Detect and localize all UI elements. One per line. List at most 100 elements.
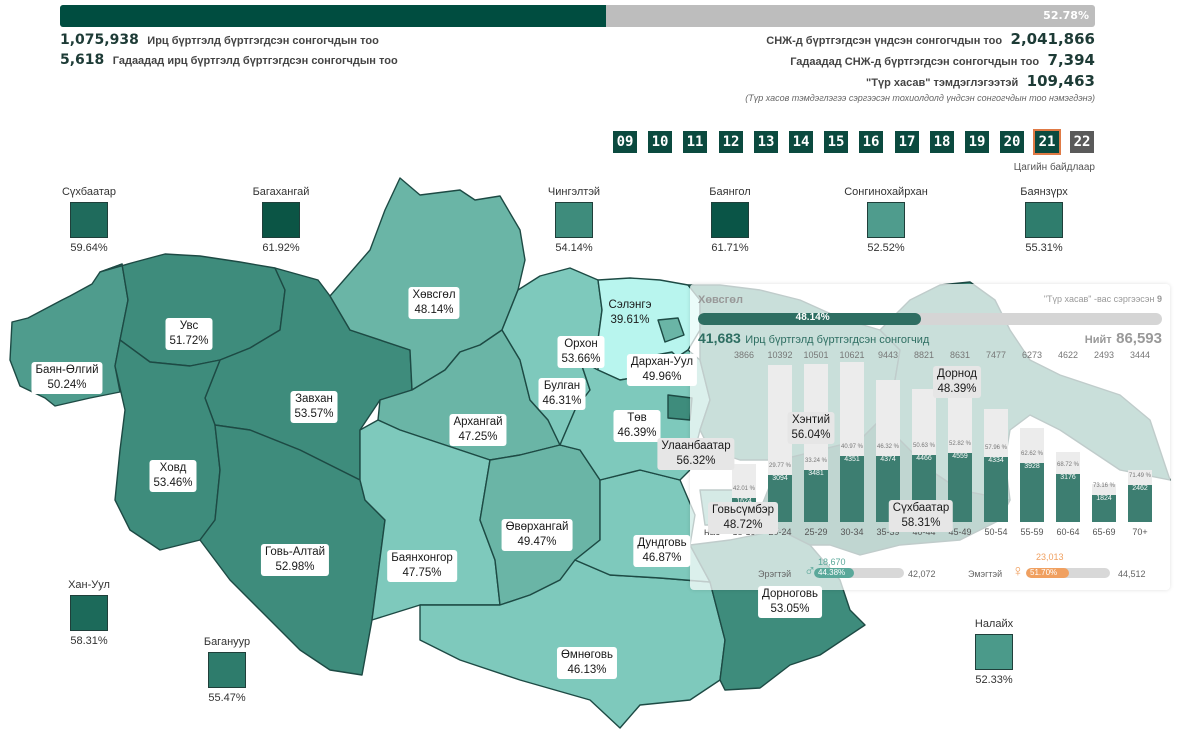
district-bayangol[interactable]: Баянгол 61.71% (690, 186, 770, 254)
district-bayanzurkh[interactable]: Баянзүрх 55.31% (1002, 186, 1086, 254)
hour-button-19[interactable]: 19 (965, 131, 989, 153)
hour-button-20[interactable]: 20 (1000, 131, 1024, 153)
region-ulaanbaatar[interactable] (667, 394, 693, 421)
district-songinokhairkhan[interactable]: Сонгинохайрхан 52.52% (828, 186, 944, 254)
aimag-label-tuv[interactable]: Төв 46.39% (613, 410, 661, 442)
age-bar-total-label: 10621 (839, 350, 865, 360)
footnote: (Түр хасов тэмдэглэгээ сэргээсэн тохиолд… (745, 93, 1095, 103)
hour-button-10[interactable]: 10 (648, 131, 672, 153)
aimag-label-selenge[interactable]: Сэлэнгэ 39.61% (608, 299, 652, 326)
male-icon: ♂ (804, 563, 816, 580)
aimag-label-uvs[interactable]: Увс 51.72% (165, 318, 213, 350)
age-bar-registered: 4334 (984, 456, 1008, 522)
stat-abroad-voters: Гадаадад СНЖ-д бүртгэгдсэн сонгогчдын то… (790, 51, 1095, 70)
stat-registered-value: 1,075,938 (60, 32, 139, 48)
age-bar-percent-label: 68.72 % (1056, 462, 1080, 469)
overall-progress-fill (60, 5, 607, 27)
age-bar-total-label: 10501 (803, 350, 829, 360)
aimag-label-khovd[interactable]: Ховд 53.46% (149, 460, 197, 492)
aimag-label-umnugovi[interactable]: Өмнөговь 46.13% (556, 647, 618, 679)
hour-button-16[interactable]: 16 (859, 131, 883, 153)
age-bar-registered: 3176 (1056, 474, 1080, 522)
hour-button-14[interactable]: 14 (789, 131, 813, 153)
aimag-label-zavkhan[interactable]: Завхан 53.57% (290, 391, 338, 423)
aimag-label-arkhangai[interactable]: Архангай 47.25% (449, 414, 507, 446)
aimag-label-ulaanbaatar[interactable]: Улаанбаатар 56.32% (657, 438, 735, 470)
age-group-label: 45-49 (948, 527, 972, 537)
aimag-label-dundgovi[interactable]: Дундговь 46.87% (633, 535, 691, 567)
hour-button-22[interactable]: 22 (1070, 131, 1094, 153)
district-songinokhairkhan-name: Сонгинохайрхан (844, 186, 928, 198)
district-baganuur-name: Багануур (203, 636, 251, 648)
district-bayangol-name: Баянгол (709, 186, 751, 198)
hour-button-11[interactable]: 11 (683, 131, 707, 153)
hour-button-09[interactable]: 09 (613, 131, 637, 153)
district-songinokhairkhan-pct: 52.52% (867, 242, 905, 254)
district-bagakhangai[interactable]: Багахангай 61.92% (238, 186, 324, 254)
district-baganuur[interactable]: Багануур 55.47% (188, 636, 266, 704)
popup-registered: 41,683 Ирц бүртгэлд бүртгэгдсэн сонгогчи… (698, 330, 929, 348)
district-bayangol-pct: 61.71% (711, 242, 749, 254)
age-bar-total-label: 9443 (877, 350, 899, 360)
age-bar-percent-label: 40.97 % (840, 444, 864, 451)
aimag-label-govisumber[interactable]: Говьсүмбэр 48.72% (708, 502, 778, 534)
aimag-label-bayankhongor[interactable]: Баянхонгор 47.75% (387, 550, 457, 582)
district-khan-uul[interactable]: Хан-Уул 58.31% (50, 579, 128, 647)
female-label: Эмэгтэй (968, 569, 1003, 579)
overall-progress-label: 52.78% (1043, 9, 1089, 22)
age-group-label: 55-59 (1020, 527, 1044, 537)
age-bar-registered: 2462 (1128, 484, 1152, 522)
popup-progress-bar (698, 313, 1162, 325)
male-bar-fill: 44.38% (814, 568, 854, 578)
aimag-label-dornogovi[interactable]: Дорноговь 53.05% (758, 586, 822, 618)
hour-button-18[interactable]: 18 (930, 131, 954, 153)
region-orkhon[interactable] (657, 317, 685, 343)
age-group-label: 20-24 (768, 527, 792, 537)
female-icon: ♀ (1012, 563, 1024, 580)
district-chingeltei-swatch (555, 202, 593, 238)
district-khan-uul-swatch (70, 595, 108, 631)
district-chingeltei-name: Чингэлтэй (547, 186, 601, 198)
aimag-label-uvurkhangai[interactable]: Өвөрхангай 49.47% (501, 519, 573, 551)
aimag-label-bayan-olgii[interactable]: Баян-Өлгий 50.24% (31, 362, 103, 394)
age-bar-total-label: 7477 (985, 350, 1007, 360)
age-bar-percent-label: 71.49 % (1128, 472, 1152, 479)
hour-button-21[interactable]: 21 (1033, 129, 1061, 155)
district-sukhbaatar[interactable]: Сүхбаатар 59.64% (50, 186, 128, 254)
stat-main-voters-label: СНЖ-д бүртгэгдсэн үндсэн сонгогчдын тоо (766, 35, 1003, 47)
popup-tur-hasav: "Түр хасав" -вас сэргээсэн 9 (1044, 294, 1162, 304)
hour-button-17[interactable]: 17 (895, 131, 919, 153)
age-bar-registered: 4351 (840, 456, 864, 522)
aimag-label-orkhon[interactable]: Орхон 53.66% (557, 336, 605, 368)
age-bar-percent-label: 29.77 % (768, 463, 792, 470)
age-bar-registered: 3928 (1020, 462, 1044, 522)
aimag-popup: Хөвсгөл "Түр хасав" -вас сэргээсэн 9 48.… (690, 284, 1170, 590)
region-khovd[interactable] (114, 339, 221, 551)
district-chingeltei[interactable]: Чингэлтэй 54.14% (532, 186, 616, 254)
hour-button-13[interactable]: 13 (754, 131, 778, 153)
district-songinokhairkhan-swatch (867, 202, 905, 238)
hour-button-15[interactable]: 15 (824, 131, 848, 153)
aimag-label-sukhbaatar[interactable]: Сүхбаатар 58.31% (888, 500, 954, 532)
aimag-label-govi-altai[interactable]: Говь-Алтай 52.98% (260, 544, 330, 576)
district-khan-uul-pct: 58.31% (70, 635, 108, 647)
aimag-label-darkhan-uul[interactable]: Дархан-Уул 49.96% (626, 354, 698, 386)
hour-button-12[interactable]: 12 (719, 131, 743, 153)
age-bar-percent-label: 62.62 % (1020, 450, 1044, 457)
stat-registered-label: Ирц бүртгэлд бүртгэгдсэн сонгогчдын тоо (147, 35, 379, 47)
age-group-label: 50-54 (984, 527, 1008, 537)
district-nalaikh[interactable]: Налайх 52.33% (955, 618, 1033, 686)
aimag-label-dornod[interactable]: Дорнод 48.39% (933, 366, 981, 398)
stat-abroad-voters-label: Гадаадад СНЖ-д бүртгэгдсэн сонгогчдын то… (790, 56, 1040, 68)
aimag-label-khentii[interactable]: Хэнтий 56.04% (787, 412, 835, 444)
district-sukhbaatar-swatch (70, 202, 108, 238)
male-bar: 44.38% (814, 568, 904, 578)
stat-registered: 1,075,938 Ирц бүртгэлд бүртгэгдсэн сонго… (60, 31, 379, 49)
stat-abroad-registered-value: 5,618 (60, 52, 105, 68)
aimag-label-khovsgol[interactable]: Хөвсгөл 48.14% (408, 287, 460, 319)
age-bar-percent-label: 57.96 % (984, 444, 1008, 451)
aimag-label-bulgan[interactable]: Булган 46.31% (538, 378, 586, 410)
age-bar-total-label: 4622 (1057, 350, 1079, 360)
popup-registered-label: Ирц бүртгэлд бүртгэгдсэн сонгогчид (745, 334, 930, 346)
popup-total-label: Нийт (1084, 334, 1112, 346)
